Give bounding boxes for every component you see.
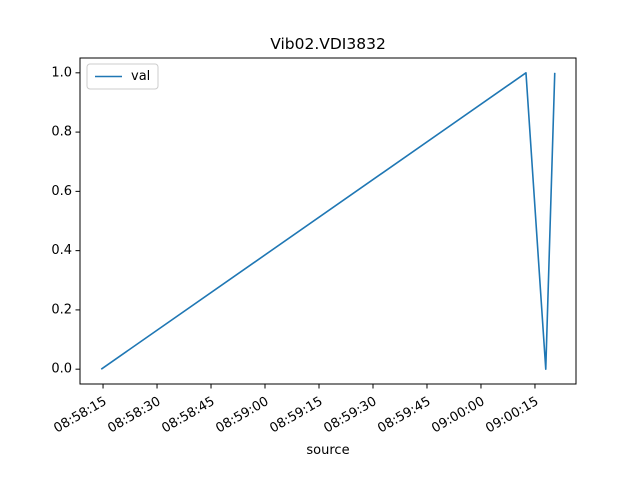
axes-frame [79,57,577,385]
x-axis-label: source [306,443,349,458]
chart-title: Vib02.VDI3832 [270,35,386,53]
y-tick-label: 0.6 [51,184,72,199]
y-tick-label: 0.2 [51,302,72,317]
series-layer [100,72,556,370]
y-tick-label: 0.4 [51,243,72,258]
plot-area [79,57,577,385]
legend-box [86,63,159,90]
y-axis: 0.0 0.2 0.4 0.6 0.8 1.0 [51,65,80,377]
y-tick-label: 1.0 [51,65,72,80]
y-tick-label: 0.8 [51,125,72,140]
y-tick-label: 0.0 [51,362,72,377]
legend-label: val [131,69,150,84]
series-line-val [100,72,556,370]
legend: val [86,63,159,90]
